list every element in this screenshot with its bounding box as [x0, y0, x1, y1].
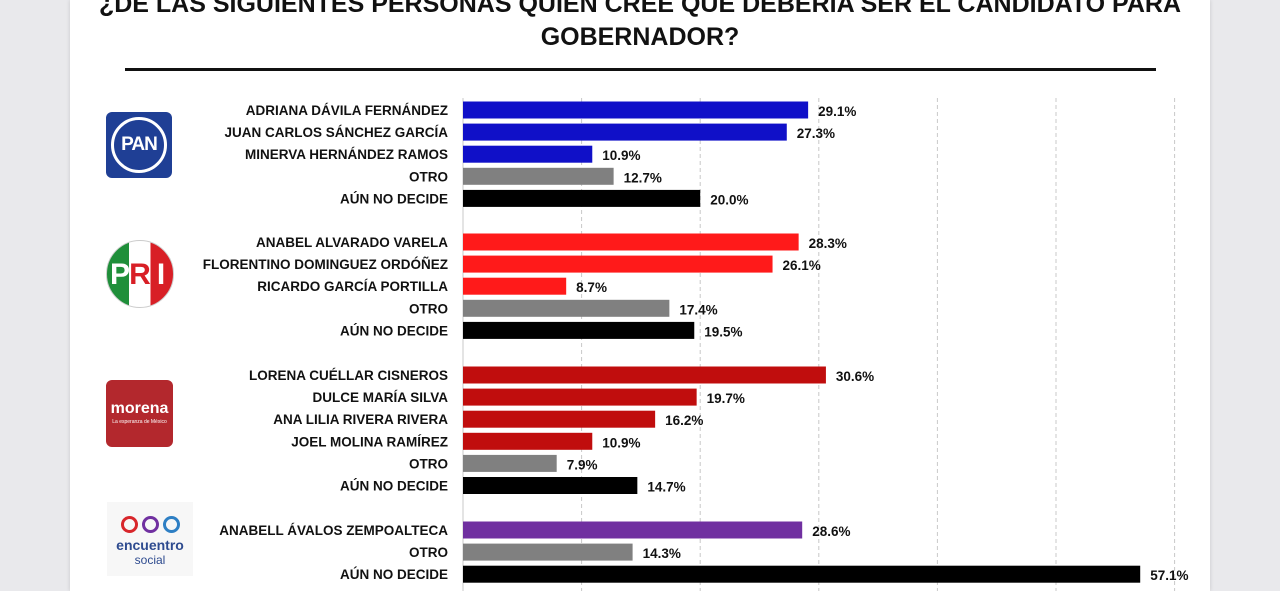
- purple-figure-icon: [141, 516, 159, 533]
- category-label: ANA LILIA RIVERA RIVERA: [273, 412, 448, 427]
- category-label: JUAN CARLOS SÁNCHEZ GARCÍA: [224, 125, 448, 140]
- data-label: 16.2%: [665, 413, 703, 428]
- bar: [463, 410, 656, 428]
- encuentro-social-logo-word1: encuentro: [116, 537, 184, 553]
- data-label: 19.5%: [704, 324, 742, 339]
- category-label: OTRO: [409, 301, 448, 316]
- encuentro-social-figures-icon: [107, 516, 193, 533]
- pri-logo-letter-r: R: [129, 258, 151, 291]
- data-label: 57.1%: [1150, 568, 1188, 583]
- bar: [463, 321, 695, 339]
- pri-logo: P R I: [106, 240, 174, 308]
- bar: [463, 101, 809, 119]
- category-label: AÚN NO DECIDE: [340, 191, 448, 206]
- bar: [463, 521, 803, 539]
- data-label: 10.9%: [602, 435, 640, 450]
- encuentro-social-logo-word2: social: [134, 553, 166, 567]
- data-label: 7.9%: [567, 457, 598, 472]
- data-label: 29.1%: [818, 104, 856, 119]
- category-label: ADRIANA DÁVILA FERNÁNDEZ: [246, 103, 448, 118]
- bar: [463, 167, 614, 185]
- category-label: OTRO: [409, 169, 448, 184]
- data-label: 20.0%: [710, 192, 748, 207]
- bar: [463, 543, 633, 561]
- bar: [463, 454, 557, 472]
- category-label: JOEL MOLINA RAMÍREZ: [291, 434, 448, 449]
- bar: [463, 299, 670, 317]
- data-label: 27.3%: [797, 126, 835, 141]
- pan-logo-ring: PAN: [111, 117, 167, 173]
- bar: [463, 277, 567, 295]
- category-label: OTRO: [409, 545, 448, 560]
- category-label: MINERVA HERNÁNDEZ RAMOS: [245, 147, 448, 162]
- category-label: ANABEL ALVARADO VARELA: [256, 235, 448, 250]
- morena-logo-name: morena: [110, 400, 169, 417]
- category-label: DULCE MARÍA SILVA: [313, 390, 449, 405]
- bar: [463, 255, 773, 273]
- bar: [463, 565, 1141, 583]
- morena-logo-slogan: La esperanza de México: [112, 419, 167, 425]
- data-label: 19.7%: [707, 391, 745, 406]
- bar: [463, 145, 593, 163]
- bar: [463, 233, 799, 251]
- data-label: 26.1%: [783, 258, 821, 273]
- bar: [463, 388, 697, 406]
- bar: [463, 366, 826, 384]
- pri-logo-letter-i: I: [156, 258, 166, 291]
- blue-figure-icon: [162, 516, 180, 533]
- data-label: 28.3%: [809, 236, 847, 251]
- category-label: OTRO: [409, 456, 448, 471]
- morena-logo: morena La esperanza de México: [106, 380, 173, 447]
- report-page: [70, 0, 1210, 591]
- title-divider: [125, 68, 1156, 71]
- category-label: FLORENTINO DOMINGUEZ ORDÓÑEZ: [203, 257, 448, 272]
- pan-logo-text: PAN: [121, 134, 158, 155]
- data-label: 8.7%: [576, 280, 607, 295]
- bar: [463, 432, 593, 450]
- pri-logo-letter-p: P: [109, 258, 130, 291]
- category-label: RICARDO GARCÍA PORTILLA: [257, 279, 448, 294]
- category-label: ANABELL ÁVALOS ZEMPOALTECA: [219, 523, 448, 538]
- category-label: AÚN NO DECIDE: [340, 567, 448, 582]
- red-figure-icon: [120, 516, 138, 533]
- category-label: AÚN NO DECIDE: [340, 479, 448, 494]
- bar: [463, 477, 638, 494]
- bar: [463, 189, 701, 207]
- bar: [463, 123, 787, 141]
- pan-logo: PAN: [106, 112, 172, 178]
- data-label: 14.7%: [647, 480, 685, 495]
- chart-title: ¿DE LAS SIGUIENTES PERSONAS QUIEN CREE Q…: [98, 0, 1182, 51]
- data-label: 14.3%: [643, 546, 681, 561]
- data-label: 28.6%: [812, 524, 850, 539]
- category-label: AÚN NO DECIDE: [340, 323, 448, 338]
- category-label: LORENA CUÉLLAR CISNEROS: [249, 368, 448, 383]
- data-label: 17.4%: [679, 302, 717, 317]
- data-label: 12.7%: [624, 170, 662, 185]
- data-label: 10.9%: [602, 148, 640, 163]
- data-label: 30.6%: [836, 369, 874, 384]
- encuentro-social-logo: encuentro social: [107, 502, 193, 576]
